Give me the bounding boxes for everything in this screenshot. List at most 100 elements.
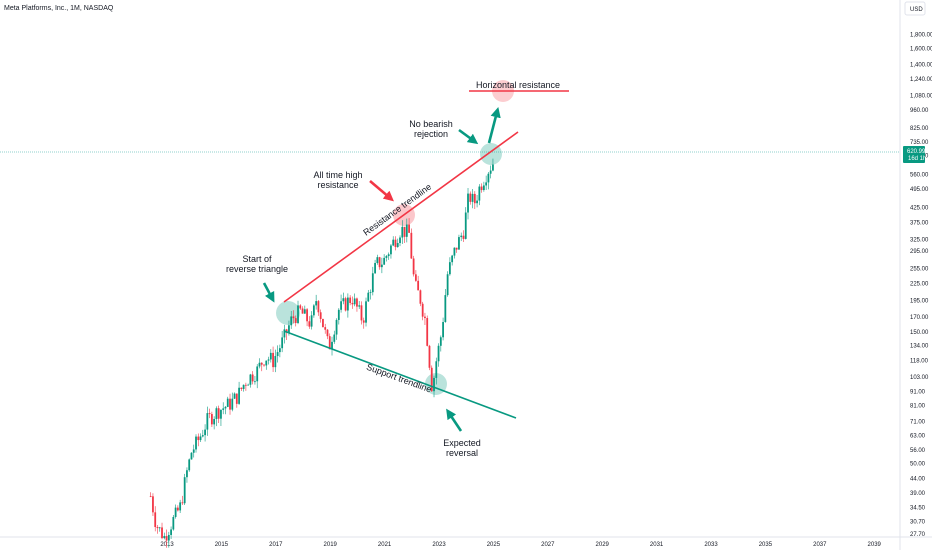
candle-down xyxy=(161,527,163,539)
price-axis[interactable]: 1,800.00 1,600.00 1,400.00 1,240.00 1,080.00… xyxy=(910,33,932,538)
candle-up xyxy=(492,164,494,171)
candle-up xyxy=(297,305,299,324)
candle-up xyxy=(333,334,336,342)
year-tick-label: 2013 xyxy=(160,542,174,548)
candle-up xyxy=(303,309,306,314)
candle-up xyxy=(288,325,290,333)
candle-up xyxy=(448,262,451,275)
year-tick-label: 2035 xyxy=(759,542,773,548)
candle-down xyxy=(285,329,288,333)
candle-down xyxy=(462,235,465,239)
candle-down xyxy=(197,436,200,441)
currency-button[interactable]: USD xyxy=(904,1,926,16)
support-trendline[interactable] xyxy=(283,330,517,419)
candle-up xyxy=(249,374,252,385)
candle-up xyxy=(435,361,438,378)
candle-down xyxy=(351,302,354,305)
expected-reversal-label-1: Expected xyxy=(443,438,481,448)
price-tick-label: 255.00 xyxy=(910,266,929,272)
price-tick-label: 50.00 xyxy=(910,461,926,467)
price-tick-label: 34.50 xyxy=(910,506,926,512)
candle-down xyxy=(378,257,381,268)
year-tick-label: 2019 xyxy=(324,542,338,548)
price-tick-label: 56.00 xyxy=(910,448,926,454)
candle-down xyxy=(208,413,211,415)
candle-up xyxy=(233,393,236,399)
candle-up xyxy=(340,301,342,310)
candle-down xyxy=(403,226,406,237)
candle-up xyxy=(353,298,356,305)
candle-down xyxy=(394,239,397,248)
candle-up xyxy=(274,356,277,368)
candle-up xyxy=(204,429,206,436)
candle-down xyxy=(176,507,179,511)
candle-up xyxy=(215,408,218,419)
price-tick-label: 27.70 xyxy=(910,532,926,538)
candle-up xyxy=(476,200,478,204)
candle-up xyxy=(401,226,404,238)
candle-up xyxy=(485,182,488,186)
year-tick-label: 2023 xyxy=(432,542,446,548)
price-tick-label: 1,600.00 xyxy=(910,47,932,53)
time-axis[interactable]: 2013 2015 2017 2019 2021 2023 2025 2027 2029 2031… xyxy=(160,542,881,548)
candle-up xyxy=(392,239,395,246)
no-bearish-label-1: No bearish xyxy=(409,119,453,129)
candle-up xyxy=(385,256,388,258)
candle-down xyxy=(217,408,220,419)
candle-up xyxy=(346,297,349,311)
candle-down xyxy=(263,364,265,366)
candle-up xyxy=(444,295,447,323)
candle-up xyxy=(342,298,345,302)
candle-up xyxy=(315,301,318,306)
candle-up xyxy=(487,173,490,183)
candle-down xyxy=(417,280,420,291)
candle-up xyxy=(365,301,367,323)
last-price-countdown: 16d 1h xyxy=(908,156,926,162)
candle-down xyxy=(473,193,476,204)
candle-down xyxy=(251,374,254,382)
candle-up xyxy=(163,536,166,539)
price-tick-label: 91.00 xyxy=(910,390,926,396)
candle-down xyxy=(469,193,472,202)
candle-down xyxy=(360,305,363,321)
year-tick-label: 2029 xyxy=(596,542,610,548)
candle-down xyxy=(480,186,483,191)
price-tick-label: 81.00 xyxy=(910,404,926,410)
candle-down xyxy=(294,318,297,324)
candle-up xyxy=(170,529,172,535)
price-tick-label: 103.00 xyxy=(910,375,929,381)
candle-up xyxy=(179,502,182,511)
candle-down xyxy=(149,496,152,497)
candle-up xyxy=(478,186,481,201)
candle-up xyxy=(489,170,492,174)
candle-up xyxy=(446,274,449,296)
candle-up xyxy=(206,413,209,430)
price-tick-label: 195.00 xyxy=(910,299,929,305)
candle-down xyxy=(229,398,231,410)
candle-up xyxy=(258,362,261,367)
price-tick-label: 1,400.00 xyxy=(910,63,932,69)
price-tick-label: 225.00 xyxy=(910,281,929,287)
candle-down xyxy=(424,316,426,319)
candle-up xyxy=(439,337,442,346)
candle-up xyxy=(267,359,270,361)
candle-down xyxy=(154,512,157,528)
candle-up xyxy=(387,254,390,257)
year-tick-label: 2021 xyxy=(378,542,392,548)
candle-up xyxy=(167,534,170,541)
price-tick-label: 960.00 xyxy=(910,108,929,114)
start-label-2: reverse triangle xyxy=(226,264,288,274)
resistance-trendline[interactable] xyxy=(283,131,519,303)
candle-down xyxy=(344,298,347,311)
candle-down xyxy=(210,414,213,425)
candle-up xyxy=(254,381,256,383)
candle-up xyxy=(265,360,268,366)
candle-up xyxy=(195,436,197,450)
candle-down xyxy=(181,502,184,504)
candle-up xyxy=(312,305,315,316)
last-price-tag[interactable]: 620.99 16d 1h xyxy=(903,146,926,163)
candle-up xyxy=(310,315,313,327)
candle-down xyxy=(260,362,263,365)
candle-up xyxy=(460,235,463,238)
